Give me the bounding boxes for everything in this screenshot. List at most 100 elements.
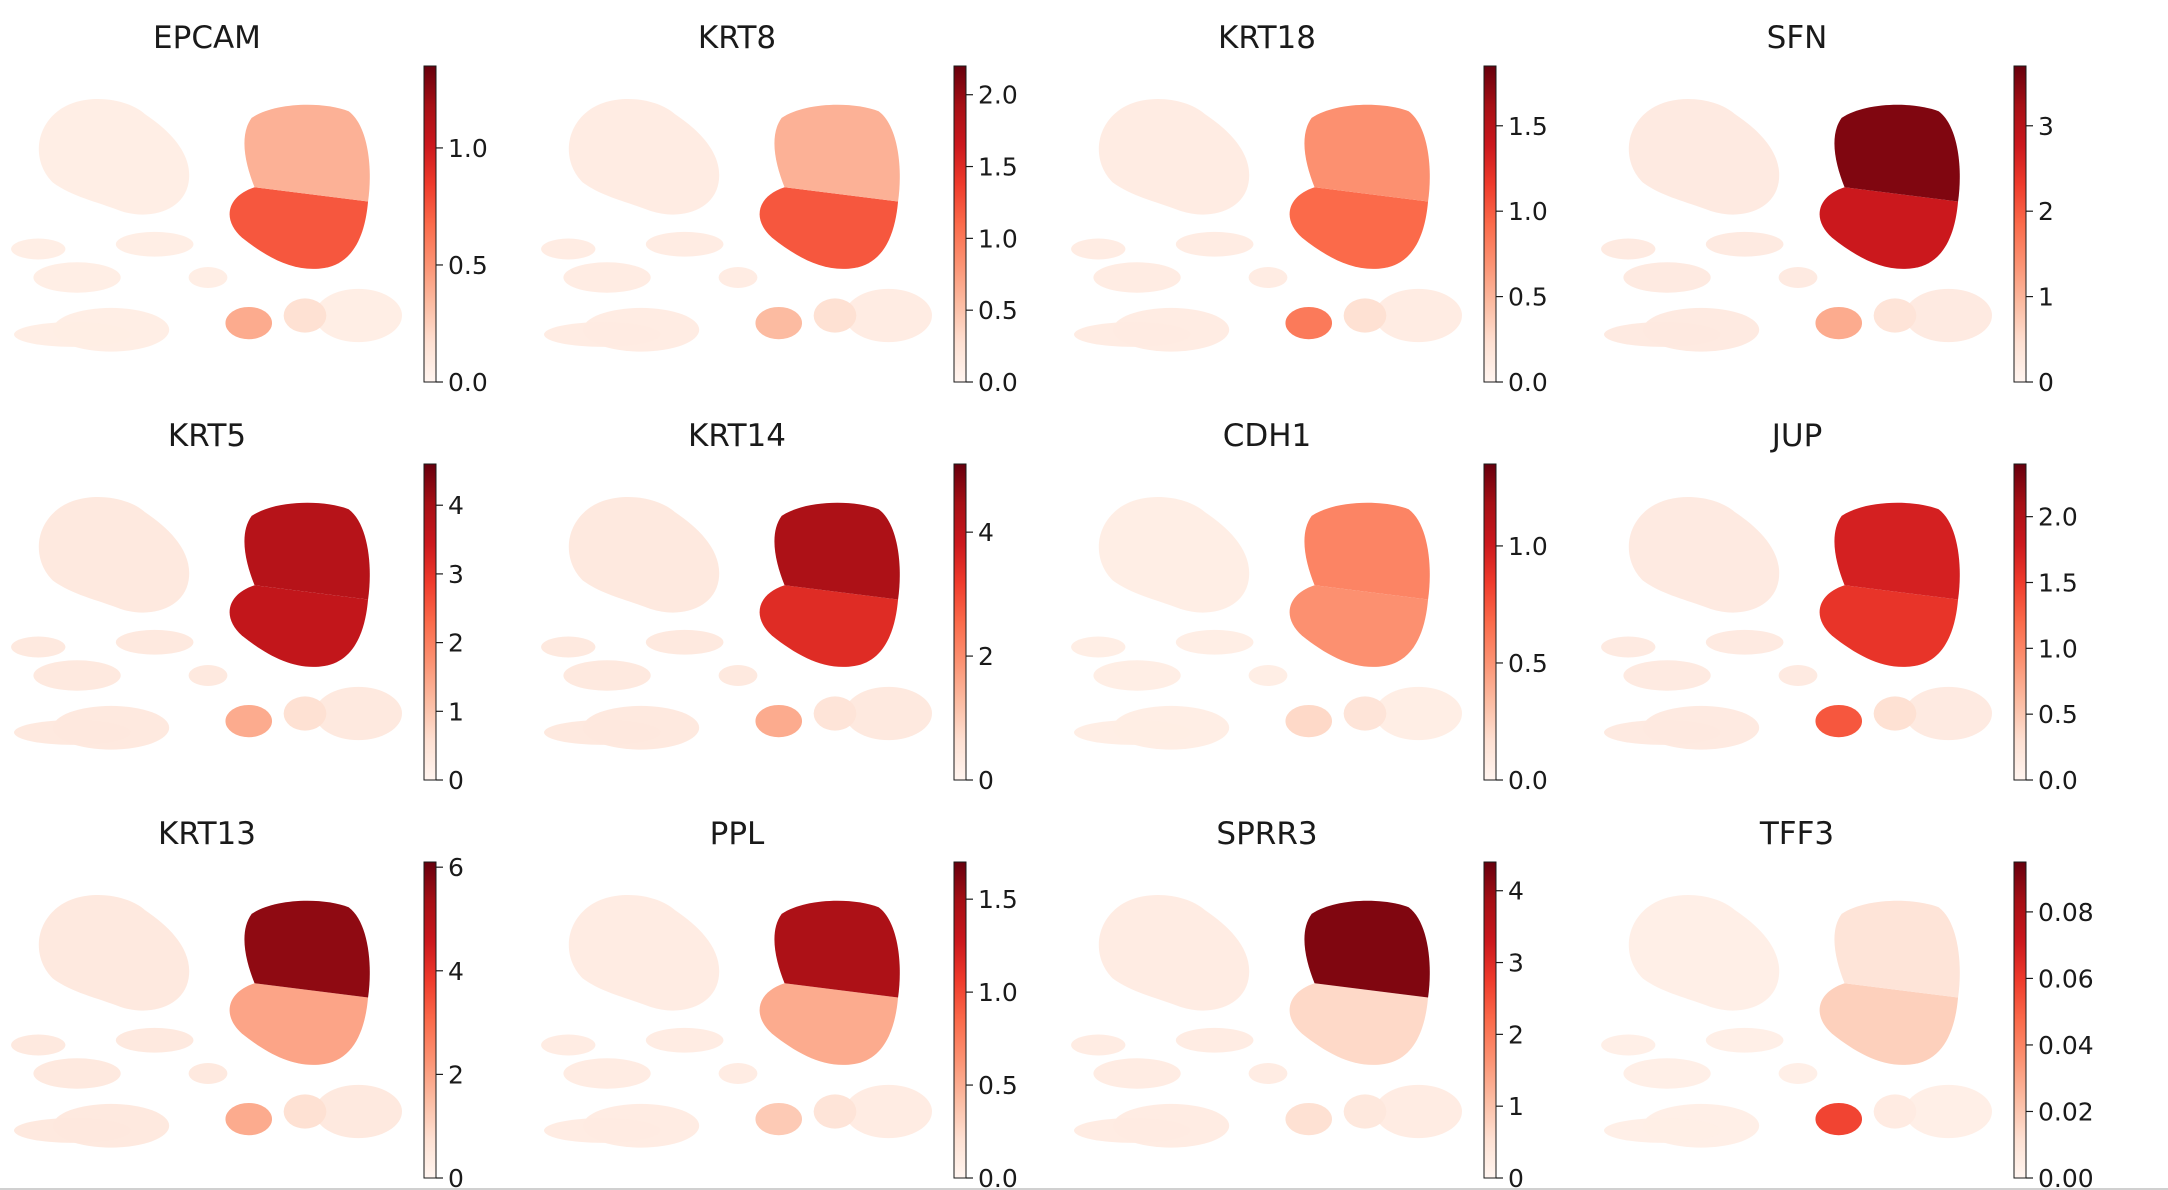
cell-cluster-background-8 — [844, 1084, 932, 1139]
umap-scatter-cdh1 — [1071, 496, 1462, 750]
cell-cluster-background-7 — [1248, 665, 1288, 686]
colorbar-tick-label: 0.5 — [978, 296, 1018, 325]
cell-cluster-lower-right — [1873, 298, 1917, 333]
colorbar-sprr3: 0 1 2 3 4 — [1483, 861, 1524, 1190]
colorbar-gradient — [2013, 65, 2027, 383]
colorbar-tick-label: 0.5 — [448, 251, 488, 280]
colorbar-tick-label: 0.0 — [448, 368, 488, 397]
cell-cluster-background-8 — [1904, 686, 1992, 741]
cell-cluster-lower-left — [225, 704, 273, 738]
panel-ppl: PPL 0.0 0.5 1.0 1.5 — [541, 816, 1018, 1190]
cell-cluster-background-7 — [718, 665, 758, 686]
colorbar-tick-label: 0.5 — [2038, 700, 2078, 729]
cell-cluster-background-1 — [568, 98, 720, 215]
cell-cluster-background-5 — [544, 720, 661, 745]
panel-title-cdh1: CDH1 — [1223, 418, 1312, 454]
cell-cluster-background-7 — [718, 1063, 758, 1084]
cell-cluster-lower-left — [1285, 704, 1333, 738]
cell-cluster-lower-right — [283, 696, 327, 731]
cell-cluster-background-6 — [563, 262, 651, 293]
cell-cluster-background-3 — [115, 231, 194, 257]
umap-scatter-sprr3 — [1071, 894, 1462, 1148]
cell-cluster-middle — [229, 187, 369, 269]
cell-cluster-background-1 — [1098, 496, 1250, 613]
cell-cluster-top — [244, 900, 370, 998]
cell-cluster-background-7 — [718, 267, 758, 288]
window-bottom-edge — [0, 1188, 2168, 1190]
panel-krt8: KRT8 0.0 0.5 1.0 1.5 2.0 — [541, 20, 1018, 397]
colorbar-tick-label: 0.0 — [978, 368, 1018, 397]
colorbar-tick-label: 2.0 — [978, 81, 1018, 110]
colorbar-cdh1: 0.0 0.5 1.0 — [1483, 463, 1548, 795]
cell-cluster-background-7 — [1248, 1063, 1288, 1084]
colorbar-tick-label: 1.5 — [1508, 112, 1548, 141]
cell-cluster-background-2 — [11, 238, 66, 260]
cell-cluster-background-1 — [1098, 894, 1250, 1011]
cell-cluster-background-6 — [1623, 660, 1711, 691]
cell-cluster-middle — [759, 187, 899, 269]
cell-cluster-background-2 — [11, 1034, 66, 1056]
cell-cluster-background-2 — [1071, 1034, 1126, 1056]
colorbar-krt8: 0.0 0.5 1.0 1.5 2.0 — [953, 65, 1018, 397]
colorbar-tick-label: 0.5 — [978, 1071, 1018, 1100]
cell-cluster-background-1 — [1098, 98, 1250, 215]
cell-cluster-lower-left — [1815, 306, 1863, 340]
colorbar-tick-label: 0 — [2038, 368, 2054, 397]
colorbar-tick-label: 1.5 — [978, 153, 1018, 182]
cell-cluster-background-6 — [33, 1058, 121, 1089]
panel-sfn: SFN 0 1 2 3 — [1601, 20, 2054, 397]
colorbar-tick-label: 0.0 — [1508, 766, 1548, 795]
cell-cluster-background-5 — [1604, 720, 1721, 745]
colorbar-tick-label: 3 — [448, 560, 464, 589]
cell-cluster-top — [1304, 104, 1430, 202]
panel-title-epcam: EPCAM — [153, 20, 261, 56]
cell-cluster-lower-right — [813, 298, 857, 333]
colorbar-tick-label: 0.5 — [1508, 283, 1548, 312]
colorbar-tff3: 0.00 0.02 0.04 0.06 0.08 — [2013, 861, 2094, 1190]
colorbar-tick-label: 0 — [1508, 1164, 1524, 1190]
cell-cluster-background-8 — [844, 686, 932, 741]
cell-cluster-middle — [1289, 983, 1429, 1065]
cell-cluster-background-2 — [541, 1034, 596, 1056]
cell-cluster-lower-left — [1285, 306, 1333, 340]
cell-cluster-top — [774, 900, 900, 998]
cell-cluster-background-2 — [541, 238, 596, 260]
cell-cluster-background-3 — [115, 1027, 194, 1053]
cell-cluster-lower-left — [225, 306, 273, 340]
cell-cluster-background-2 — [541, 636, 596, 658]
colorbar-tick-label: 0 — [448, 766, 464, 795]
colorbar-tick-label: 1.5 — [978, 885, 1018, 914]
cell-cluster-background-1 — [1628, 98, 1780, 215]
cell-cluster-background-6 — [1093, 262, 1181, 293]
cell-cluster-background-3 — [645, 629, 724, 655]
cell-cluster-background-5 — [1074, 720, 1191, 745]
colorbar-tick-label: 0.0 — [978, 1164, 1018, 1190]
panel-krt14: KRT14 0 2 4 — [541, 418, 994, 795]
colorbar-tick-label: 4 — [448, 491, 464, 520]
cell-cluster-middle — [1289, 187, 1429, 269]
colorbar-sfn: 0 1 2 3 — [2013, 65, 2054, 397]
umap-scatter-tff3 — [1601, 894, 1992, 1148]
colorbar-tick-label: 0.00 — [2038, 1164, 2094, 1190]
cell-cluster-background-8 — [1904, 1084, 1992, 1139]
cell-cluster-background-7 — [188, 267, 228, 288]
colorbar-tick-label: 0 — [448, 1164, 464, 1190]
cell-cluster-background-2 — [1601, 1034, 1656, 1056]
cell-cluster-lower-left — [1285, 1102, 1333, 1136]
cell-cluster-background-1 — [38, 894, 190, 1011]
umap-scatter-sfn — [1601, 98, 1992, 352]
cell-cluster-background-7 — [1778, 665, 1818, 686]
cell-cluster-background-2 — [1601, 636, 1656, 658]
cell-cluster-lower-right — [813, 696, 857, 731]
colorbar-gradient — [953, 65, 967, 383]
cell-cluster-top — [1834, 104, 1960, 202]
cell-cluster-background-1 — [1628, 894, 1780, 1011]
cell-cluster-background-8 — [314, 686, 402, 741]
cell-cluster-background-3 — [1175, 231, 1254, 257]
cell-cluster-background-7 — [1778, 1063, 1818, 1084]
panel-cdh1: CDH1 0.0 0.5 1.0 — [1071, 418, 1548, 795]
cell-cluster-middle — [1819, 983, 1959, 1065]
colorbar-tick-label: 4 — [978, 518, 994, 547]
colorbar-tick-label: 0.08 — [2038, 898, 2094, 927]
cell-cluster-top — [244, 104, 370, 202]
